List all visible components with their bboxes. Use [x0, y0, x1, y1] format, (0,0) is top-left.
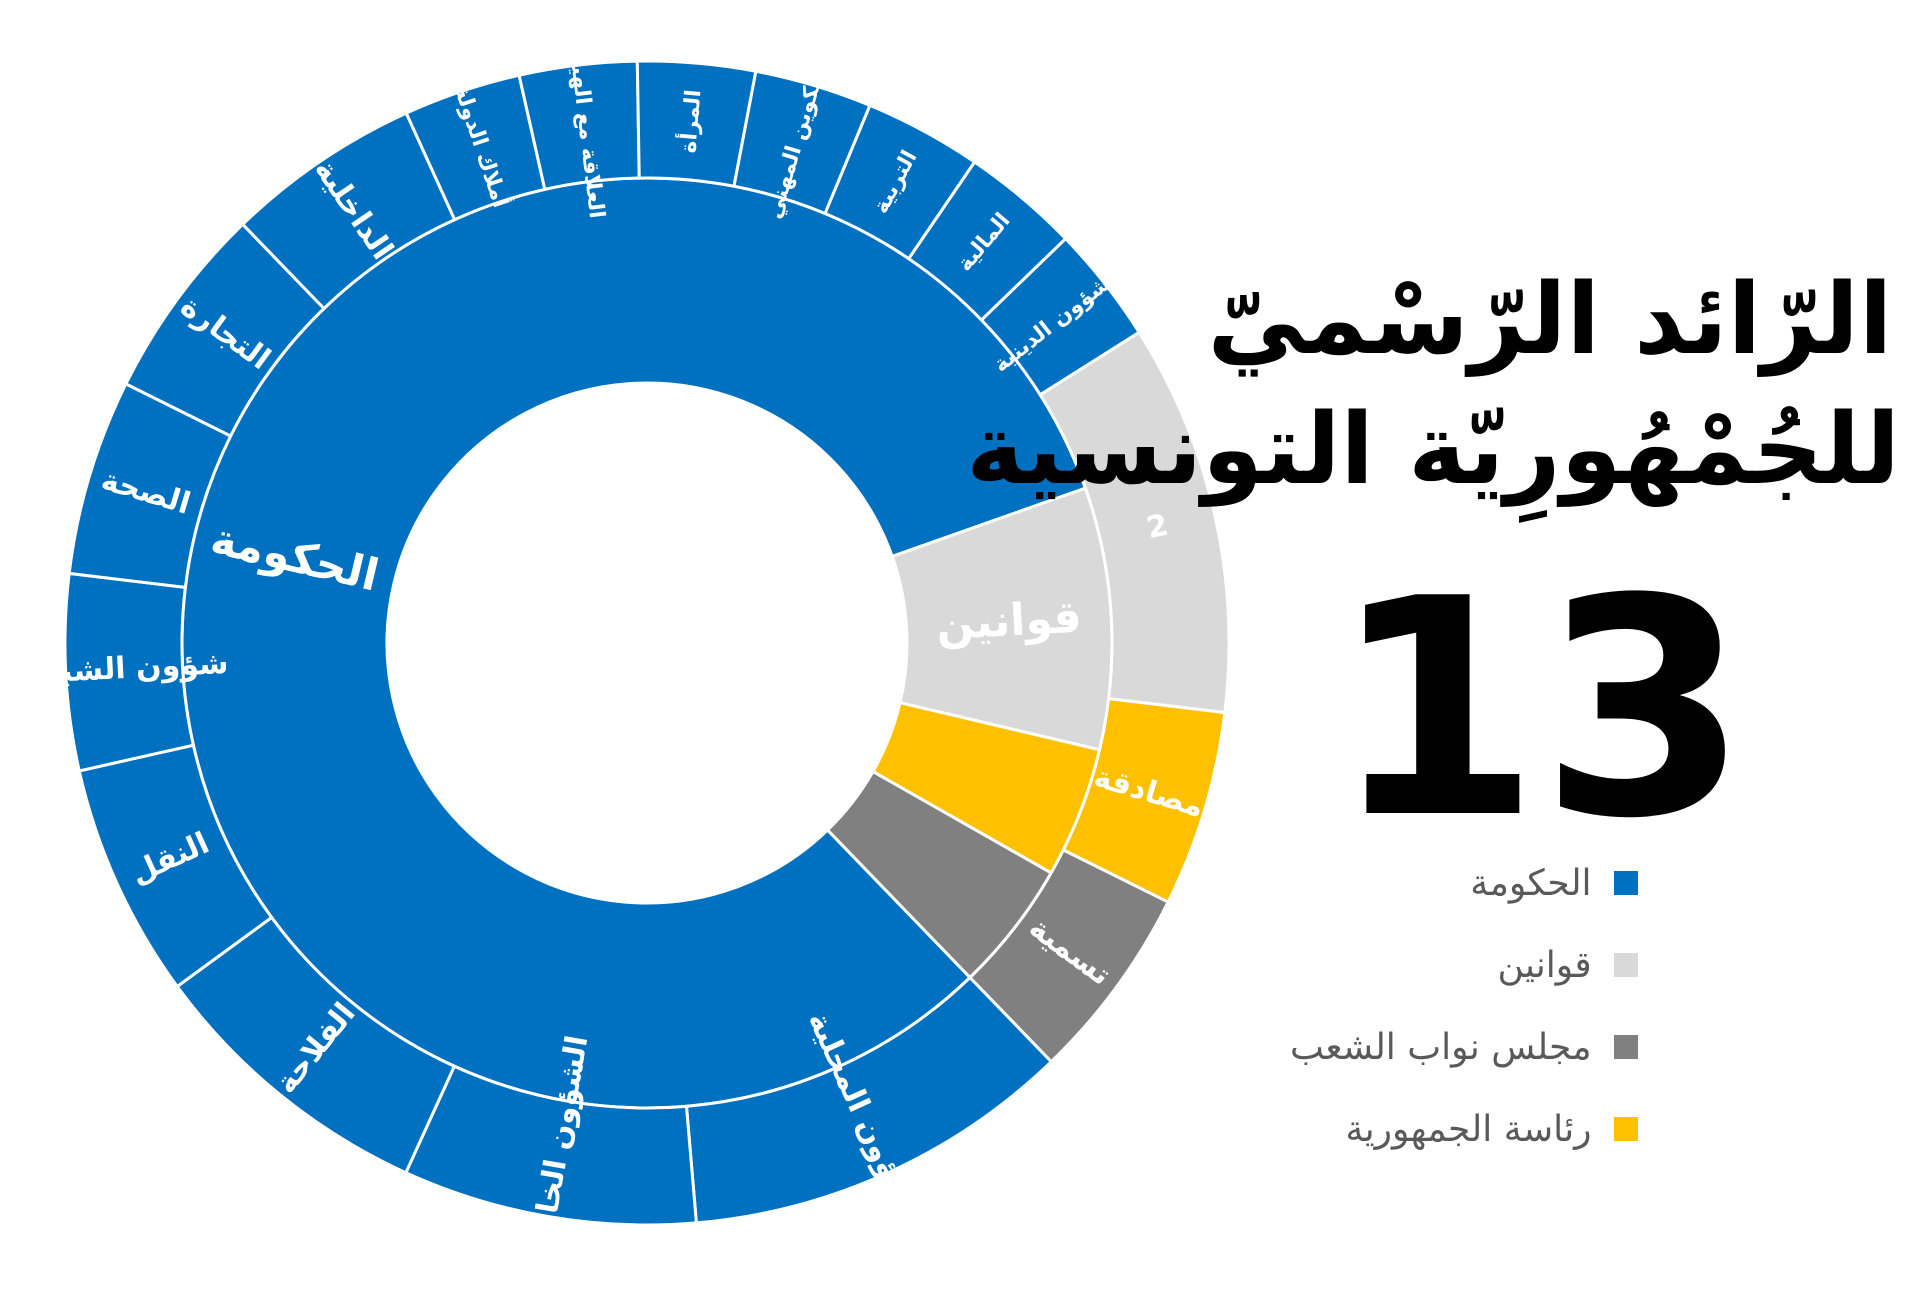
inner-ring-label-1: قوانين — [935, 592, 1083, 651]
issue-number: 13 — [1331, 535, 1749, 884]
legend-label-laws: قوانين — [1497, 944, 1592, 986]
legend-swatch-government — [1613, 871, 1638, 895]
legend-item-government: الحكومة — [1290, 842, 1638, 924]
legend-label-government: الحكومة — [1470, 862, 1592, 904]
gazette-title: الرّائد الرّسْميّ للجُمْهُورِيّة التونسي… — [966, 255, 1900, 515]
legend-swatch-presidency — [1613, 1117, 1638, 1141]
legend-swatch-parliament — [1613, 1035, 1638, 1059]
legend-item-parliament: مجلس نواب الشعب — [1290, 1006, 1638, 1088]
legend-swatch-laws — [1613, 953, 1638, 977]
legend-item-laws: قوانين — [1290, 924, 1638, 1006]
legend-label-presidency: رئاسة الجمهورية — [1345, 1108, 1592, 1150]
chart-legend: الحكومة قوانين مجلس نواب الشعب رئاسة الج… — [1290, 842, 1638, 1170]
legend-label-parliament: مجلس نواب الشعب — [1290, 1026, 1592, 1068]
outer-ring-segment-17 — [967, 847, 1171, 1064]
legend-item-presidency: رئاسة الجمهورية — [1290, 1088, 1638, 1170]
title-line-1: الرّائد الرّسْميّ — [1207, 263, 1893, 377]
title-line-2: للجُمْهُورِيّة التونسية — [966, 393, 1900, 507]
